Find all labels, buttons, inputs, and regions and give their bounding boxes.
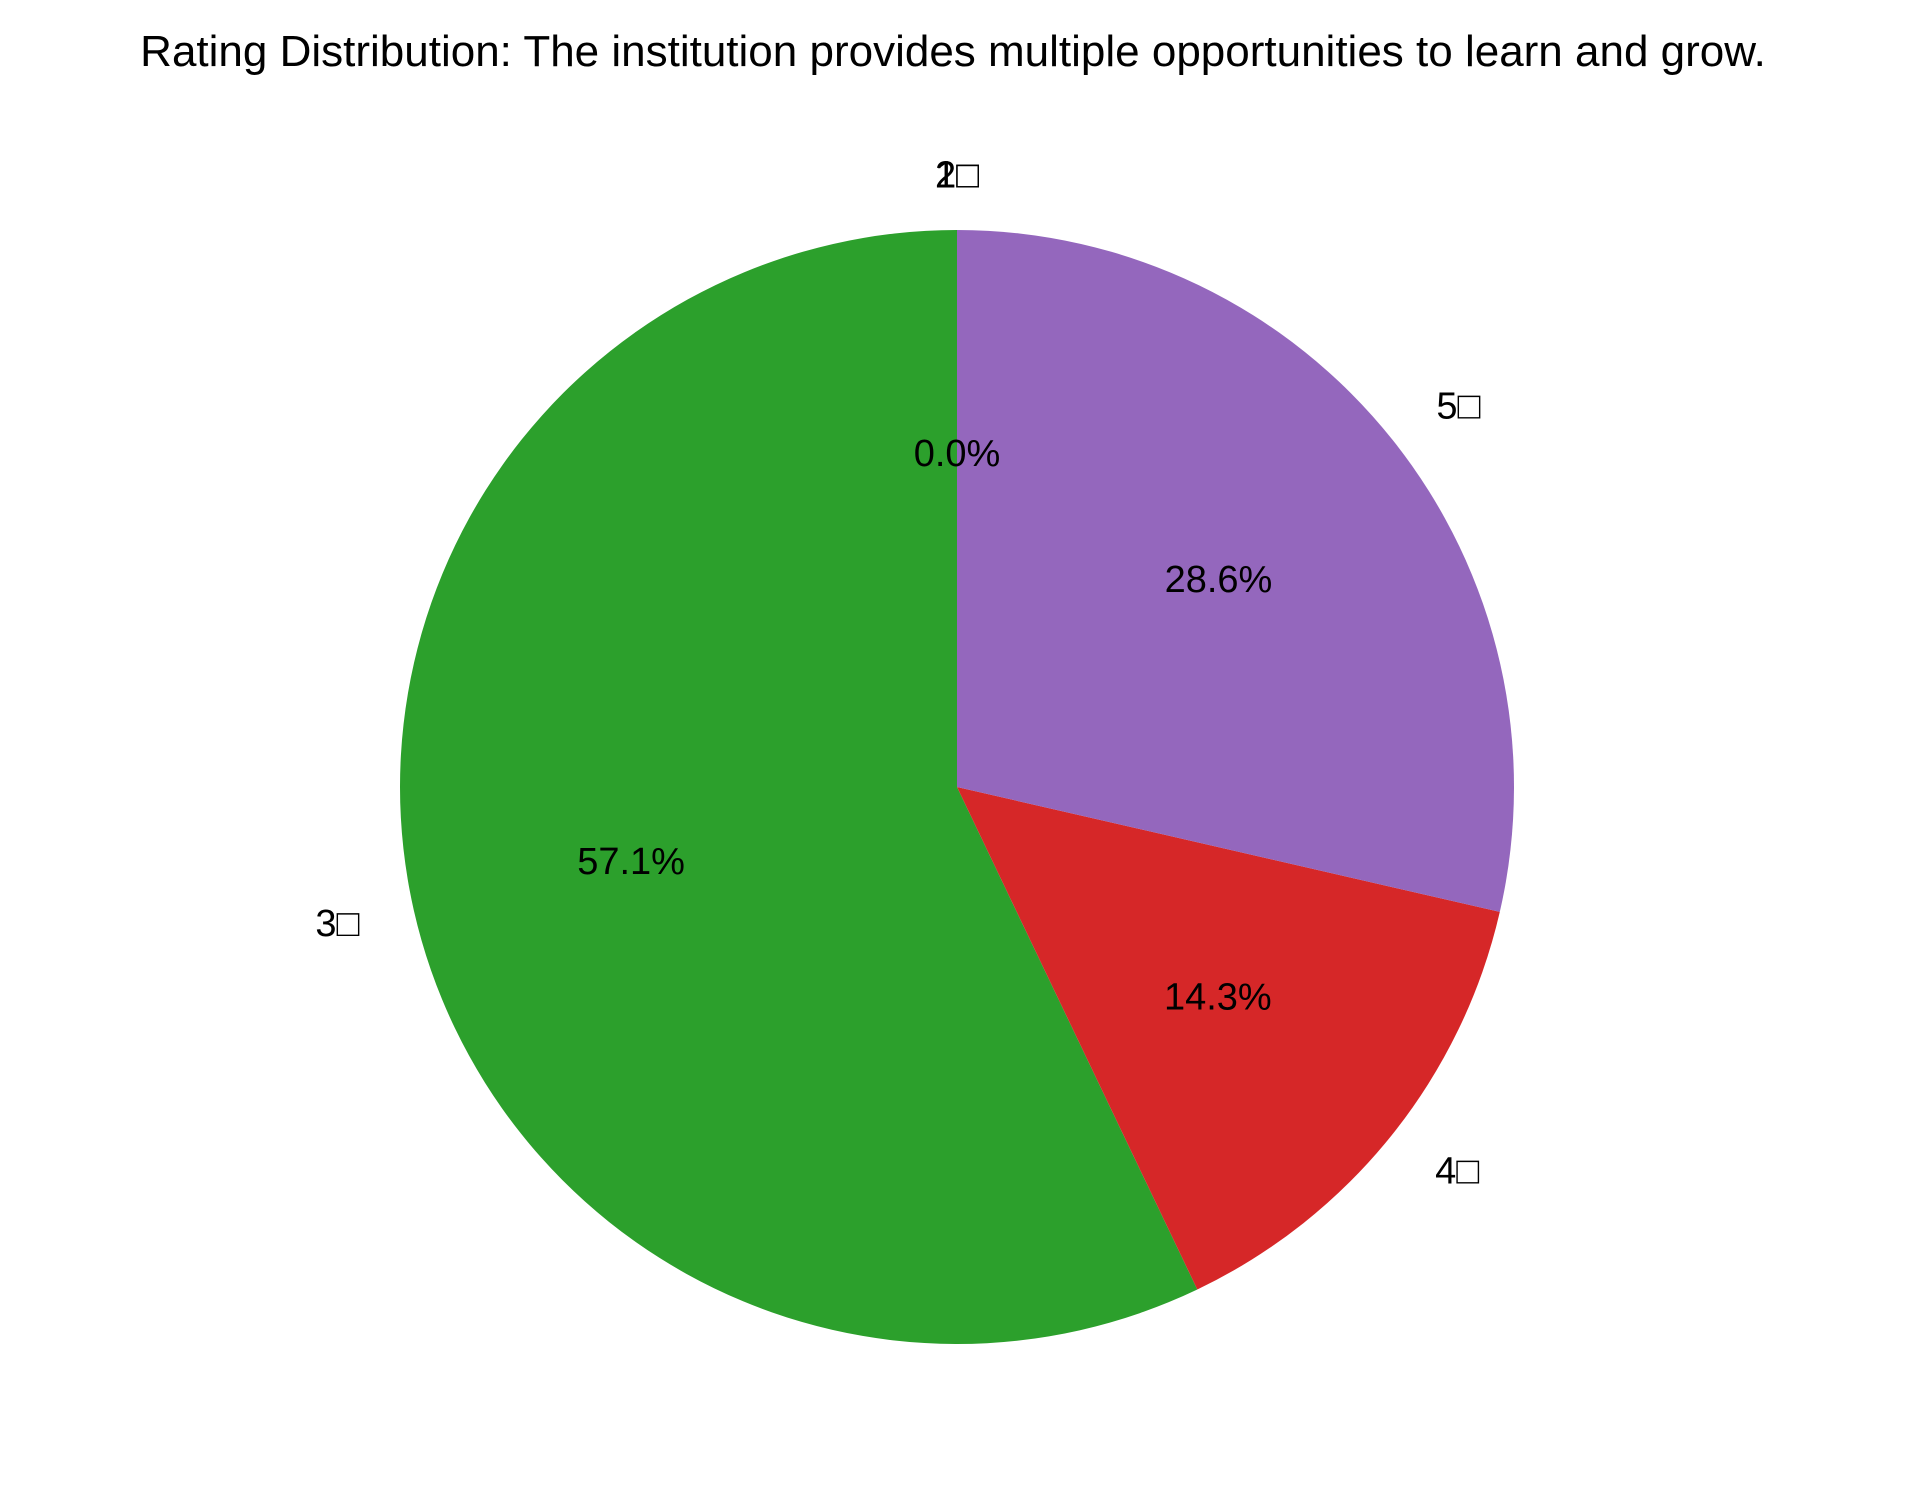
slice-4-percent-label: 14.3%	[1164, 976, 1272, 1018]
pie-slice-5	[957, 230, 1514, 912]
slice-1-label: 1□	[935, 155, 979, 197]
chart-title: Rating Distribution: The institution pro…	[140, 27, 1766, 76]
slice-2-label: 2□	[935, 155, 979, 197]
pie-slice-4	[957, 787, 1500, 1290]
slices-layer	[400, 230, 1514, 1345]
labels-layer: 1□2□ 0.0% 3□ 57.1% 4□ 14.3% 5□ 28.6%	[315, 155, 1480, 1193]
slice-3-label: 3□	[315, 903, 359, 945]
slice-4-label: 4□	[1435, 1150, 1479, 1192]
slice-2-percent-label: 0.0%	[914, 433, 1001, 475]
slice-5-label: 5□	[1436, 386, 1480, 428]
pie-slice-3	[400, 230, 1198, 1345]
slice-5-percent-label: 28.6%	[1165, 559, 1273, 601]
slice-3-percent-label: 57.1%	[577, 841, 685, 883]
